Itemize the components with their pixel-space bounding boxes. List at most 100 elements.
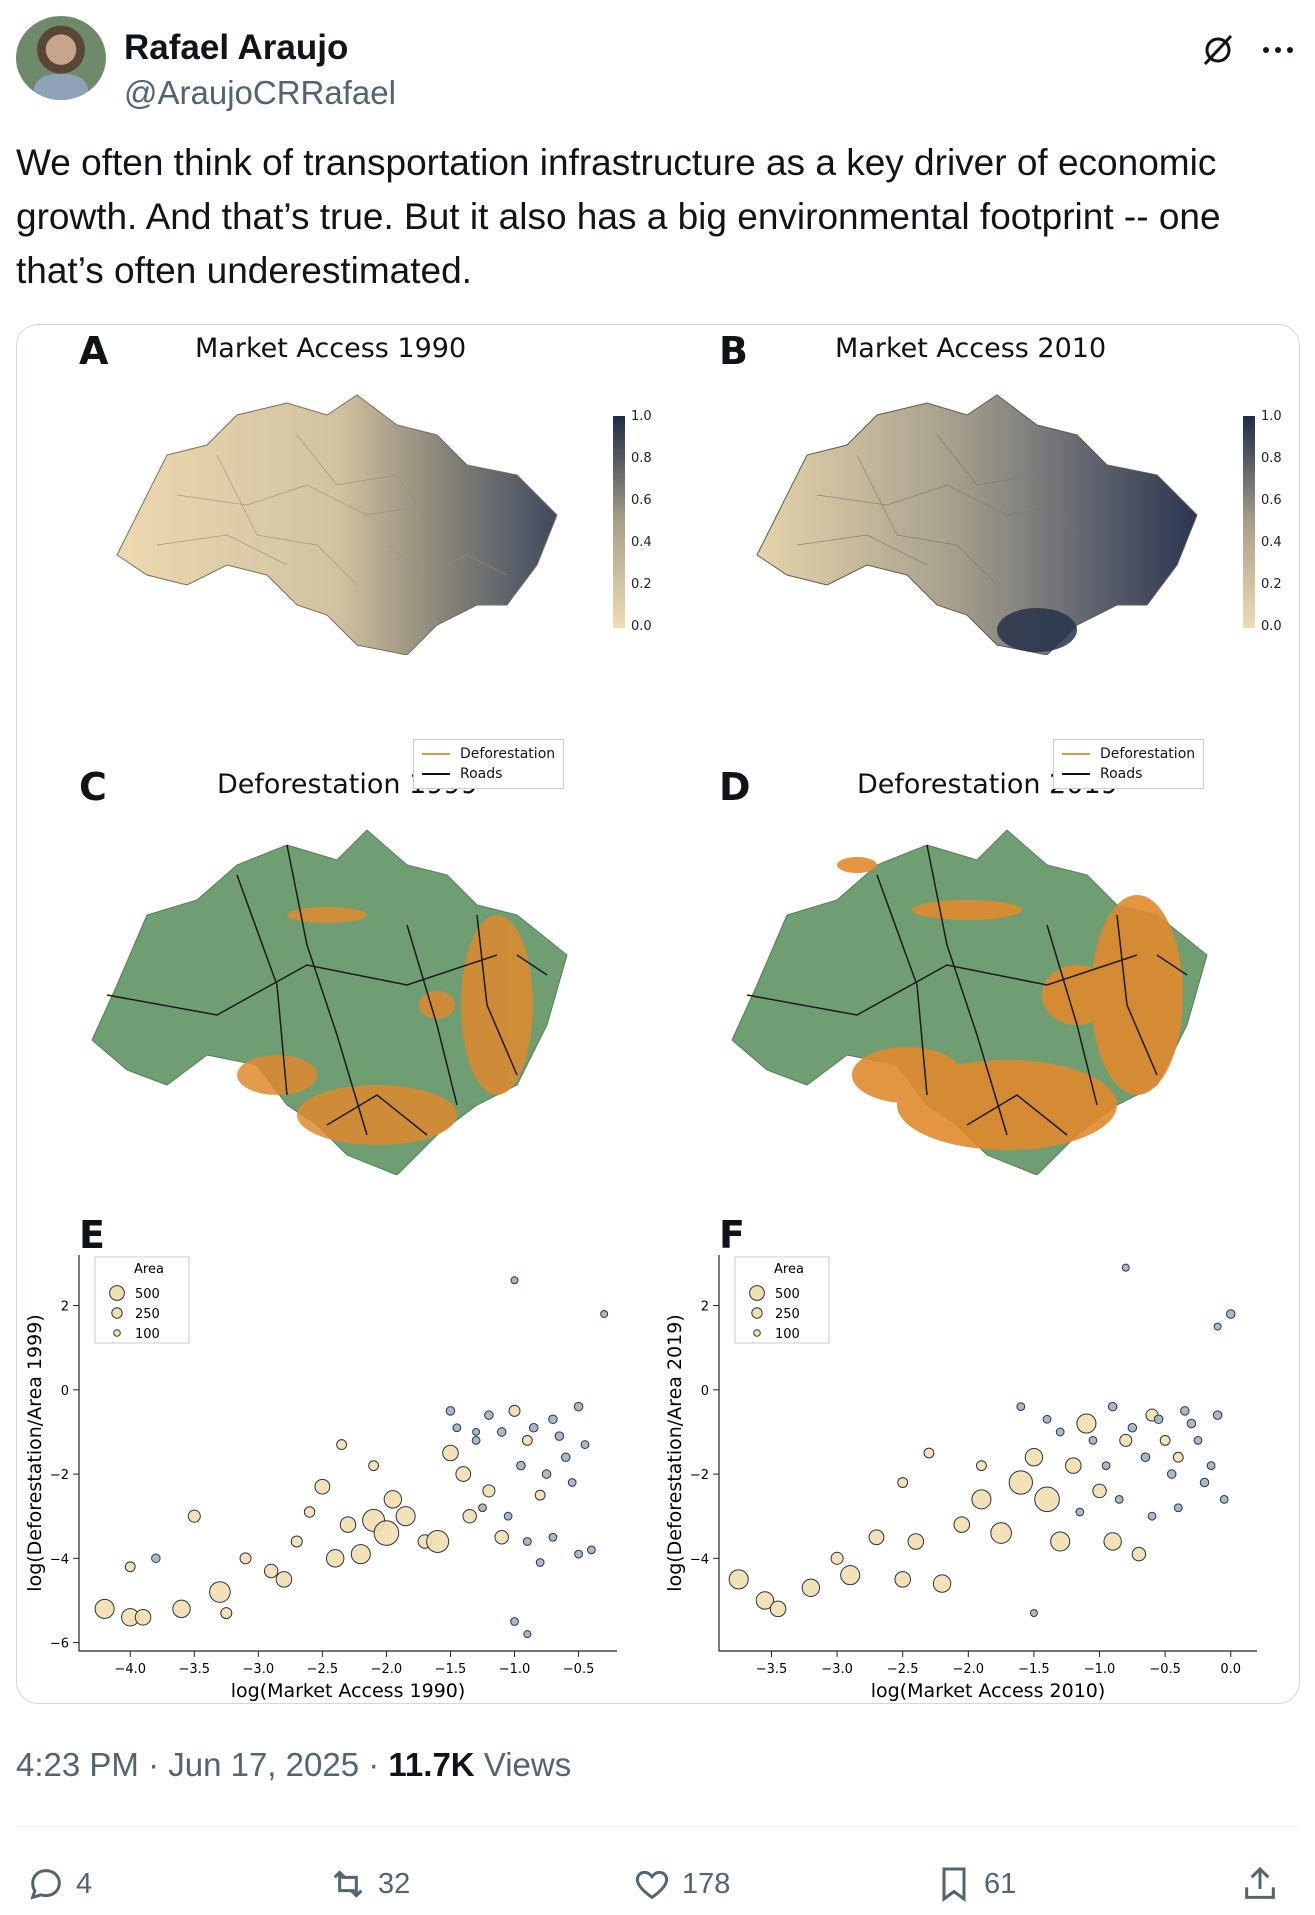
data-point xyxy=(868,1529,885,1546)
views-count: 11.7K xyxy=(388,1746,475,1783)
x-axis-label: log(Market Access 2010) xyxy=(871,1680,1106,1702)
data-point xyxy=(840,1565,861,1586)
share-button[interactable] xyxy=(1240,1862,1290,1906)
legend-deforestation: Deforestation xyxy=(460,746,556,762)
data-point xyxy=(452,1423,462,1433)
colorbar-tick-a-1: 0.8 xyxy=(631,451,652,466)
panel-letter-a: A xyxy=(79,329,109,373)
colorbar-tick-b-5: 0.0 xyxy=(1261,619,1282,634)
panel-letter-b: B xyxy=(719,329,748,373)
data-point xyxy=(383,1490,403,1509)
data-point xyxy=(503,1511,513,1521)
avatar[interactable] xyxy=(16,16,106,100)
grok-icon[interactable] xyxy=(1196,28,1240,72)
panel-title-b: Market Access 2010 xyxy=(835,333,1107,364)
data-point xyxy=(1121,1263,1130,1272)
x-tick-label: 0.0 xyxy=(1220,1662,1241,1677)
map-shape xyxy=(116,394,558,655)
data-point xyxy=(769,1600,787,1618)
data-point xyxy=(1119,1433,1133,1447)
data-point xyxy=(976,1460,987,1472)
data-point xyxy=(755,1591,775,1610)
market-access-2010-map xyxy=(756,394,1198,655)
legend-bubble xyxy=(753,1329,761,1337)
market-access-1990-map xyxy=(116,394,558,655)
data-point xyxy=(548,1532,558,1542)
data-point xyxy=(290,1535,303,1548)
data-point xyxy=(496,1427,507,1437)
colorbar-tick-a-5: 0.0 xyxy=(631,619,652,634)
data-point xyxy=(541,1469,552,1479)
legend-label: 500 xyxy=(135,1287,160,1302)
like-button[interactable]: 178 xyxy=(632,1862,730,1906)
legend-bubble xyxy=(113,1329,121,1337)
repost-count: 32 xyxy=(378,1867,411,1900)
data-point xyxy=(426,1529,450,1553)
data-point xyxy=(510,1617,519,1626)
x-tick-label: −2.5 xyxy=(887,1662,919,1677)
legend-label: 100 xyxy=(135,1327,160,1342)
deforestation-2019-map xyxy=(731,829,1208,1175)
y-tick-label: −6 xyxy=(50,1637,69,1652)
bookmark-icon xyxy=(942,1867,966,1902)
author-handle[interactable]: @AraujoCRRafael xyxy=(124,74,396,111)
reply-button[interactable]: 4 xyxy=(26,1862,92,1906)
data-point xyxy=(548,1414,558,1425)
data-point xyxy=(728,1569,749,1590)
timestamp[interactable]: 4:23 PM · Jun 17, 2025 · xyxy=(16,1746,389,1783)
more-options-icon[interactable] xyxy=(1256,28,1300,72)
legend-roads: Roads xyxy=(460,766,503,782)
repost-button[interactable]: 32 xyxy=(328,1862,410,1906)
data-point xyxy=(442,1444,459,1462)
deforestation-1999-map xyxy=(91,829,568,1175)
colorbar-b xyxy=(1243,416,1255,628)
data-point xyxy=(897,1477,909,1488)
data-point xyxy=(907,1533,925,1550)
divider xyxy=(16,1826,1299,1827)
y-axis-label: log(Deforestation/Area 1999) xyxy=(24,1314,46,1591)
data-point xyxy=(567,1478,577,1487)
x-axis-label: log(Market Access 1990) xyxy=(231,1680,466,1702)
data-point xyxy=(1034,1486,1060,1513)
data-point xyxy=(1092,1483,1107,1499)
data-point xyxy=(1008,1470,1033,1495)
legend-bubble xyxy=(749,1285,765,1301)
y-tick-label: 0 xyxy=(61,1384,69,1399)
data-point xyxy=(523,1630,532,1639)
colorbar-tick-b-2: 0.6 xyxy=(1261,493,1282,508)
data-point xyxy=(586,1545,596,1555)
colorbar-a xyxy=(613,416,625,628)
legend-label: 250 xyxy=(135,1307,160,1322)
legend-label: 100 xyxy=(775,1327,800,1342)
data-point xyxy=(220,1607,233,1620)
data-point xyxy=(462,1508,477,1524)
author-name[interactable]: Rafael Araujo xyxy=(124,28,349,67)
data-point xyxy=(209,1581,231,1603)
colorbar-tick-b-0: 1.0 xyxy=(1261,409,1282,424)
legend-deforestation: Deforestation xyxy=(1100,746,1196,762)
y-tick-label: 2 xyxy=(61,1300,69,1315)
colorbar-tick-a-0: 1.0 xyxy=(631,409,652,424)
data-point xyxy=(1024,1448,1044,1467)
tweet-header: Rafael Araujo @AraujoCRRafael xyxy=(16,16,1300,111)
data-point xyxy=(1029,1609,1038,1618)
data-point xyxy=(1050,1531,1071,1552)
data-point xyxy=(510,1276,519,1285)
colorbar-tick-b-4: 0.2 xyxy=(1261,577,1282,592)
panel-title-a: Market Access 1990 xyxy=(195,333,467,364)
x-tick-label: −3.0 xyxy=(821,1662,853,1677)
data-point xyxy=(1107,1401,1118,1412)
data-point xyxy=(336,1439,348,1450)
data-point xyxy=(521,1434,533,1446)
data-point xyxy=(395,1506,416,1527)
data-point xyxy=(134,1609,152,1626)
data-point xyxy=(1042,1414,1052,1424)
data-point xyxy=(1212,1410,1223,1420)
data-point xyxy=(574,1549,583,1559)
figure-image[interactable]: A Market Access 1990 1.0 0.8 0.6 0.4 0.2 0.0 … xyxy=(16,324,1300,1704)
bookmark-button[interactable]: 61 xyxy=(934,1862,1016,1906)
data-point xyxy=(573,1401,584,1412)
data-point xyxy=(275,1571,293,1588)
data-point xyxy=(172,1599,191,1619)
data-point xyxy=(923,1447,935,1459)
